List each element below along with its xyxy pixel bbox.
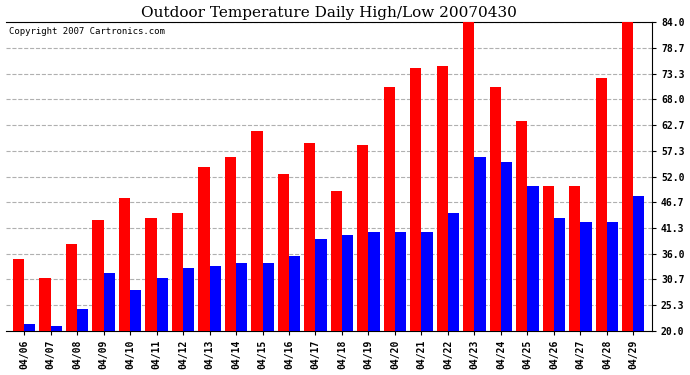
Bar — [39, 278, 50, 331]
Bar — [262, 264, 274, 331]
Bar — [66, 244, 77, 331]
Bar — [595, 78, 607, 331]
Bar — [622, 22, 633, 331]
Bar — [357, 145, 368, 331]
Bar — [304, 143, 315, 331]
Bar — [554, 217, 565, 331]
Bar — [183, 268, 194, 331]
Bar — [463, 20, 475, 331]
Bar — [146, 217, 157, 331]
Bar — [607, 222, 618, 331]
Bar — [119, 198, 130, 331]
Text: Copyright 2007 Cartronics.com: Copyright 2007 Cartronics.com — [9, 27, 165, 36]
Bar — [475, 157, 486, 331]
Bar — [633, 196, 644, 331]
Bar — [130, 290, 141, 331]
Bar — [50, 326, 61, 331]
Bar — [13, 259, 24, 331]
Title: Outdoor Temperature Daily High/Low 20070430: Outdoor Temperature Daily High/Low 20070… — [141, 6, 517, 20]
Bar — [92, 220, 104, 331]
Bar — [225, 157, 236, 331]
Bar — [342, 234, 353, 331]
Bar — [24, 324, 35, 331]
Bar — [527, 186, 538, 331]
Bar — [251, 131, 262, 331]
Bar — [516, 121, 527, 331]
Bar — [77, 309, 88, 331]
Bar — [422, 232, 433, 331]
Bar — [437, 66, 448, 331]
Bar — [236, 264, 247, 331]
Bar — [501, 162, 512, 331]
Bar — [315, 239, 326, 331]
Bar — [411, 68, 422, 331]
Bar — [331, 191, 342, 331]
Bar — [104, 273, 115, 331]
Bar — [543, 186, 554, 331]
Bar — [448, 213, 459, 331]
Bar — [395, 232, 406, 331]
Bar — [368, 232, 380, 331]
Bar — [490, 87, 501, 331]
Bar — [289, 256, 300, 331]
Bar — [278, 174, 289, 331]
Bar — [210, 266, 221, 331]
Bar — [569, 186, 580, 331]
Bar — [199, 167, 210, 331]
Bar — [157, 278, 168, 331]
Bar — [580, 222, 591, 331]
Bar — [384, 87, 395, 331]
Bar — [172, 213, 183, 331]
